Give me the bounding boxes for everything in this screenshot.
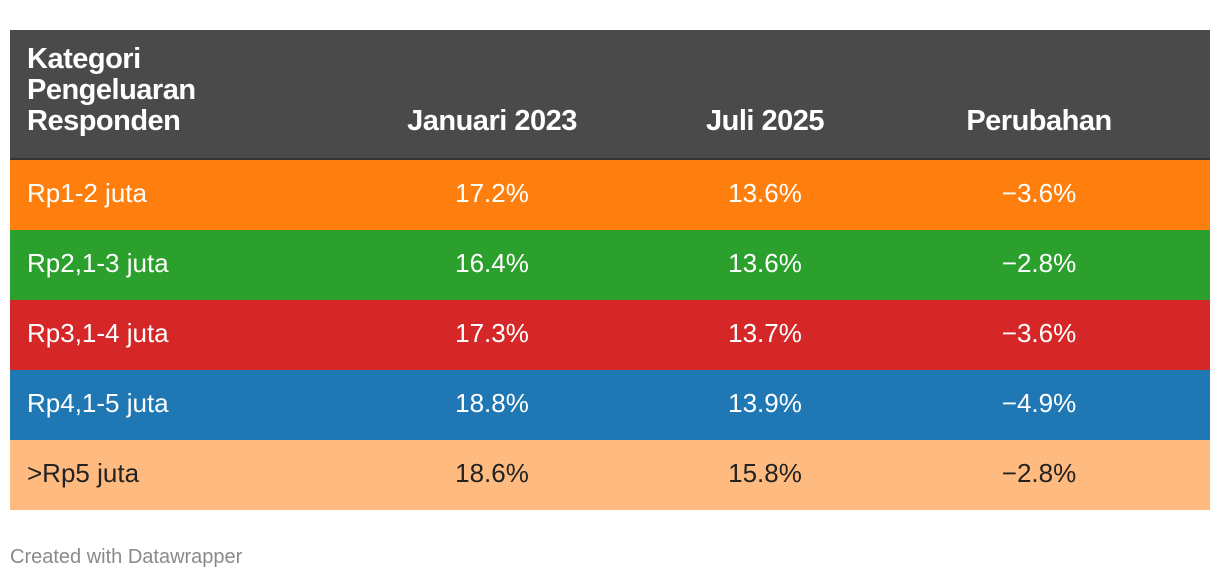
header-july-2025: Juli 2025	[705, 105, 825, 137]
table-row: Rp2,1-3 juta 16.4% 13.6% −2.8%	[10, 230, 1210, 300]
cell-change: −3.6%	[1001, 178, 1077, 208]
cell-january-2023: 17.2%	[455, 178, 529, 208]
cell-change: −3.6%	[1001, 318, 1077, 348]
cell-january-2023: 16.4%	[455, 248, 529, 278]
cell-category: Rp4,1-5 juta	[27, 388, 169, 418]
cell-category: Rp1-2 juta	[27, 178, 147, 208]
table-row: Rp4,1-5 juta 18.8% 13.9% −4.9%	[10, 370, 1210, 440]
cell-category: Rp3,1-4 juta	[27, 318, 169, 348]
table-header: Kategori Pengeluaran Responden Januari 2…	[10, 30, 1210, 160]
datawrapper-credit: Created with Datawrapper	[10, 546, 243, 568]
cell-change: −2.8%	[1001, 458, 1077, 488]
header-change: Perubahan	[966, 105, 1112, 137]
cell-january-2023: 18.6%	[455, 458, 529, 488]
cell-july-2025: 15.8%	[728, 458, 802, 488]
table-row: Rp3,1-4 juta 17.3% 13.7% −3.6%	[10, 300, 1210, 370]
header-january-2023: Januari 2023	[407, 105, 577, 137]
table-row: >Rp5 juta 18.6% 15.8% −2.8%	[10, 440, 1210, 510]
table-body: Rp1-2 juta 17.2% 13.6% −3.6% Rp2,1-3 juta 16.…	[10, 160, 1210, 510]
cell-july-2025: 13.6%	[728, 178, 802, 208]
cell-category: Rp2,1-3 juta	[27, 248, 169, 278]
cell-change: −2.8%	[1001, 248, 1077, 278]
data-table: Kategori Pengeluaran Responden Januari 2…	[10, 30, 1210, 510]
cell-january-2023: 18.8%	[455, 388, 529, 418]
cell-july-2025: 13.6%	[728, 248, 802, 278]
cell-change: −4.9%	[1001, 388, 1077, 418]
table-row: Rp1-2 juta 17.2% 13.6% −3.6%	[10, 160, 1210, 230]
cell-july-2025: 13.9%	[728, 388, 802, 418]
cell-july-2025: 13.7%	[728, 318, 802, 348]
header-category: Kategori Pengeluaran Responden	[27, 43, 196, 137]
cell-category: >Rp5 juta	[27, 458, 140, 488]
cell-january-2023: 17.3%	[455, 318, 529, 348]
